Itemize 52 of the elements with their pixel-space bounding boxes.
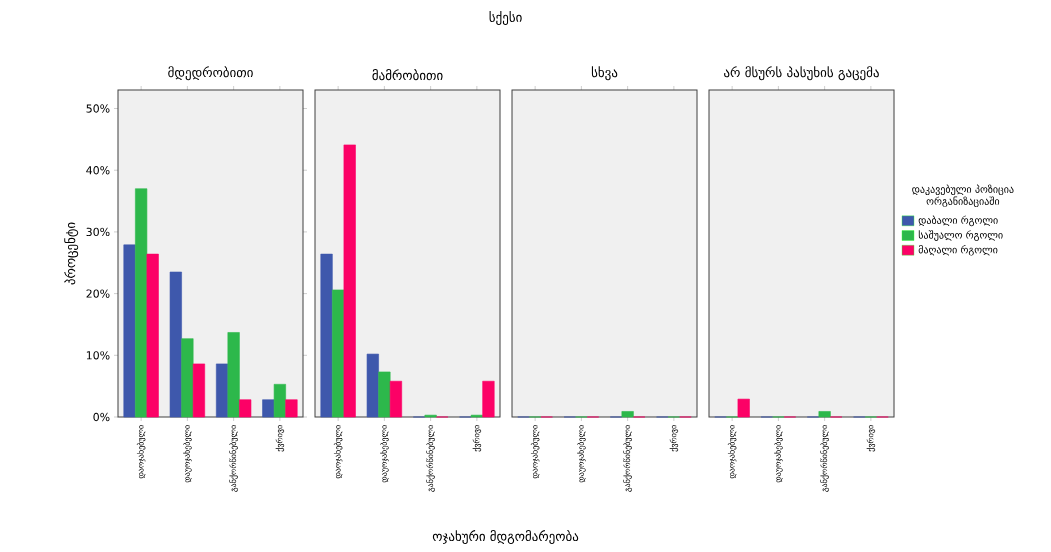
x-tick-label: დაოჯახებული <box>530 425 540 479</box>
bar <box>285 399 298 418</box>
bar <box>215 363 229 418</box>
x-tick-label: ქვრივი <box>866 425 876 452</box>
bar <box>192 363 206 418</box>
x-tick-label: განქორწინებული <box>426 425 435 492</box>
y-tick-label: 40% <box>86 166 110 175</box>
chart-title: არ მსურს პასუხის გაცემა <box>724 66 879 81</box>
x-tick-label: დაოჯახებული <box>333 425 343 479</box>
x-tick-label: განქორწინებული <box>820 425 829 492</box>
bar <box>169 271 182 418</box>
x-tick-label: დაუოჯახებელი <box>577 425 586 483</box>
bar <box>389 380 403 418</box>
bar <box>227 332 240 418</box>
bar <box>239 399 252 418</box>
legend-label: დაბალი რგოლი <box>918 215 998 227</box>
legend-label: მაღალი რგოლი <box>918 244 998 256</box>
y-tick-label: 20% <box>86 289 110 298</box>
text: სქესი <box>489 11 522 25</box>
x-tick-label: განქორწინებული <box>623 425 632 492</box>
y-tick-label: 30% <box>86 227 110 237</box>
legend-label: საშუალო რგოლი <box>918 230 1003 241</box>
bar <box>378 371 391 418</box>
x-tick-label: დაუოჯახებელი <box>774 425 783 483</box>
bar <box>123 244 136 418</box>
y-axis-title: პროცენტი <box>64 222 79 285</box>
x-axis-title: ოჯახური მდგომარეობა <box>432 530 579 544</box>
x-tick-label: დაოჯახებული <box>727 425 737 479</box>
bar <box>482 380 495 418</box>
x-tick-label: დაუოჯახებელი <box>183 425 192 483</box>
bar <box>366 353 379 418</box>
x-tick-label: ქვრივი <box>472 425 482 452</box>
chart-title: სხვა <box>591 66 618 81</box>
bar <box>146 253 159 418</box>
bar <box>273 384 286 418</box>
y-tick-label: 0% <box>93 412 110 422</box>
x-tick-label: დაოჯახებული <box>136 425 146 479</box>
bar <box>135 188 148 418</box>
x-tick-label: ქვრივი <box>275 425 285 452</box>
bar <box>343 144 356 418</box>
bar <box>332 289 345 418</box>
bar <box>320 253 333 418</box>
x-tick-label: ქვრივი <box>669 425 679 452</box>
x-tick-label: განქორწინებული <box>229 425 238 492</box>
chart-title: მამრობითი <box>372 69 443 81</box>
y-tick-label: 10% <box>86 351 110 360</box>
chart-title: მდედრობითი <box>168 66 253 81</box>
legend-title: დაკავებული პოზიცია ორგანიზაციაში <box>912 184 1014 208</box>
x-tick-label: დაუოჯახებელი <box>380 425 389 483</box>
bar <box>262 399 275 418</box>
bar <box>181 338 194 418</box>
y-tick-label: 50% <box>86 104 110 113</box>
